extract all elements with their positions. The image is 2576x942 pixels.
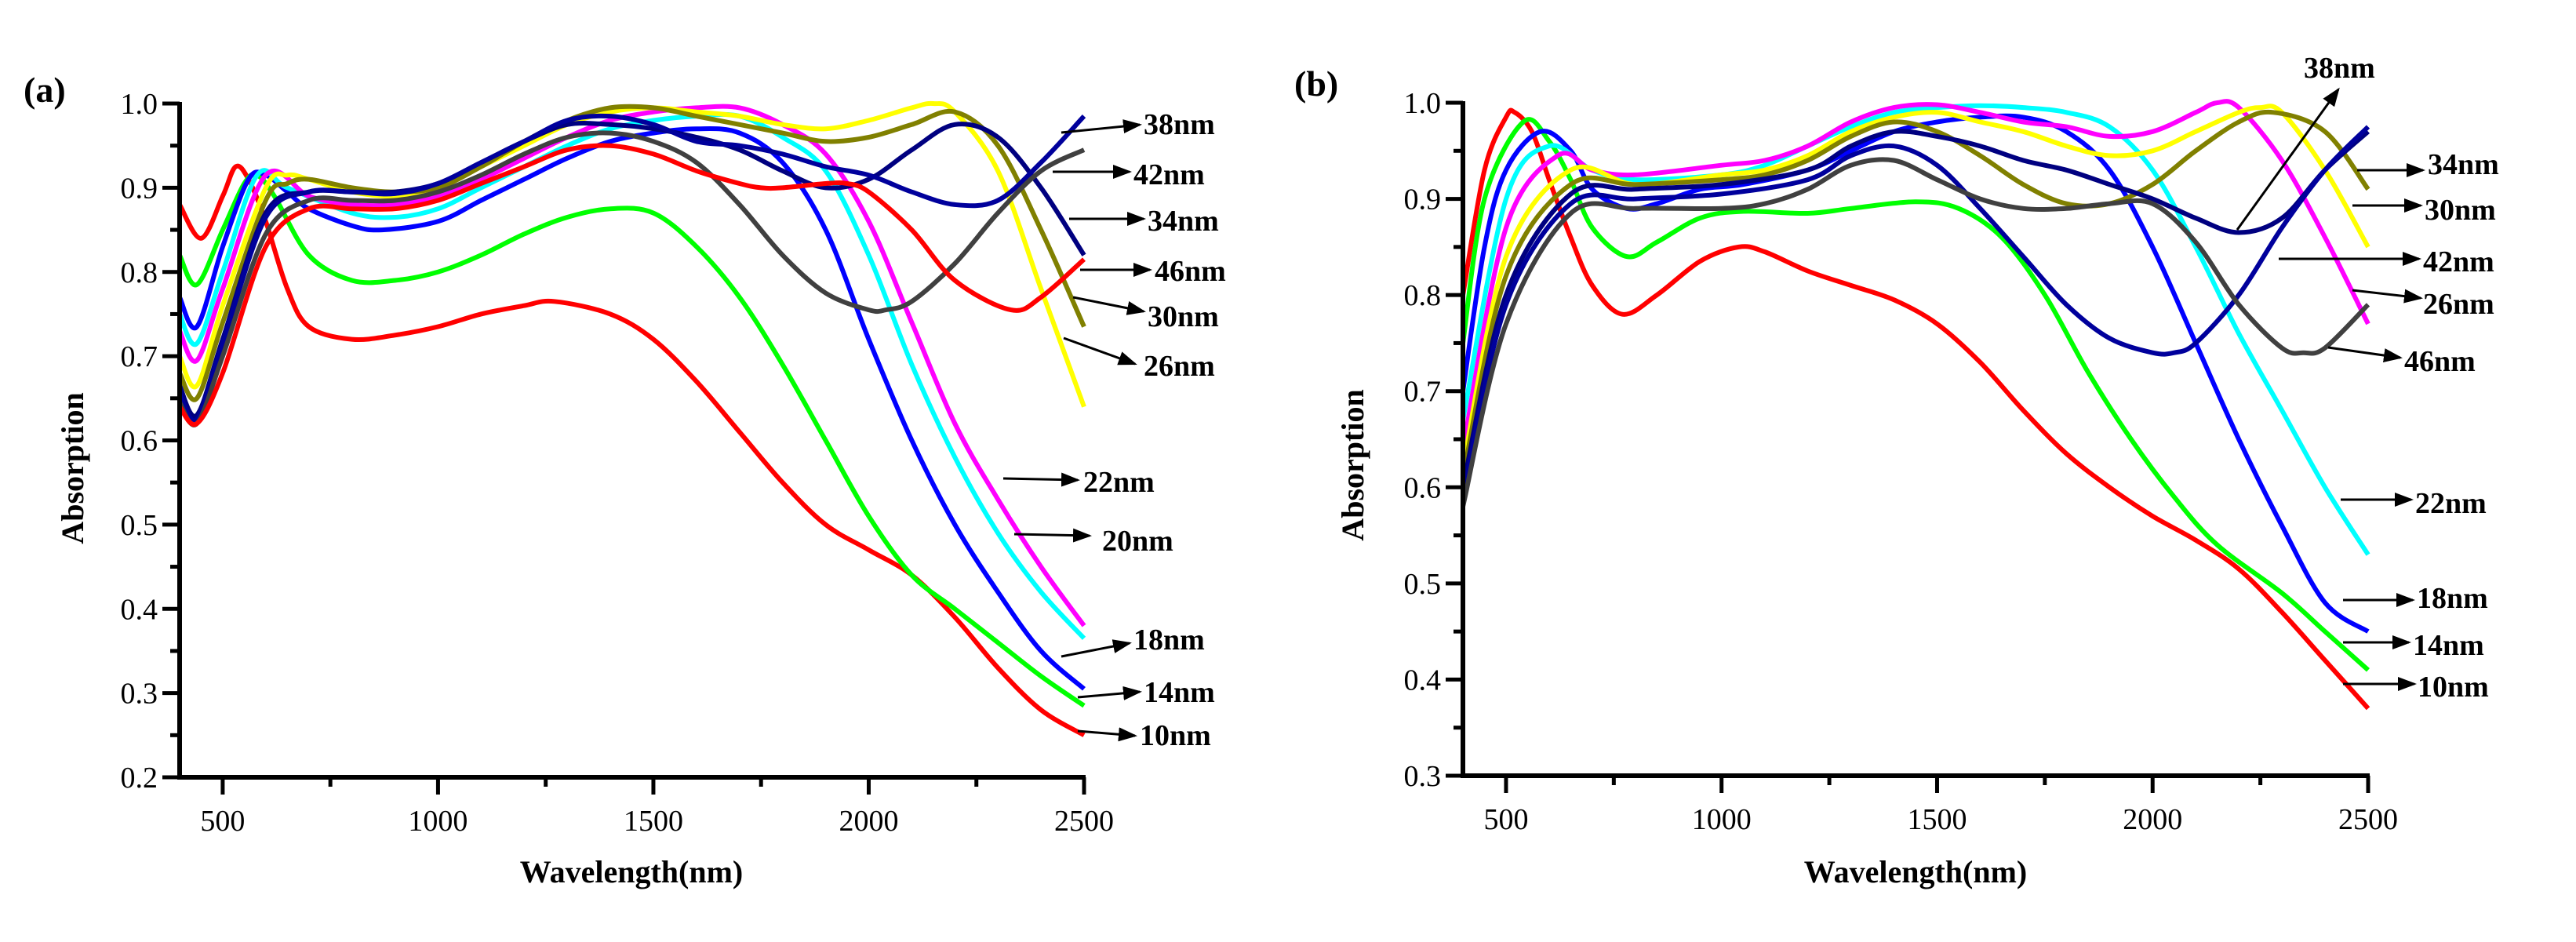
series-annotations: 10nm 14nm 18nm 20nm 22nm 26nm 30nm 34nm 38nm 42nm… [1002, 108, 1226, 752]
series-label-30nm: 30nm [1148, 300, 1219, 333]
axes: 500 1000 1500 2000 2500 0.3 0.4 0.5 0.6 0.7 0.8 0.9… [1404, 87, 2399, 836]
series-line-26nm [1461, 99, 2370, 449]
panel-label: (a) [24, 70, 66, 110]
x-tick-label: 1500 [1907, 803, 1967, 836]
series-label-22nm: 22nm [1083, 466, 1155, 499]
series-label-38nm: 38nm [1144, 108, 1215, 141]
annotation-arrow-26nm [2352, 289, 2423, 304]
annotation-arrow-30nm [1072, 296, 1146, 315]
series-label-14nm: 14nm [2413, 629, 2484, 662]
series-label-46nm: 46nm [2404, 345, 2476, 378]
annotation-arrow-10nm [1077, 727, 1137, 742]
series-line-10nm [177, 163, 1086, 737]
x-axis-title: Wavelength(nm) [1804, 854, 2027, 889]
y-tick-label: 0.5 [121, 509, 158, 542]
annotation-arrow-26nm [1063, 336, 1137, 366]
series-line-46nm [1461, 157, 2370, 507]
y-tick-label: 0.9 [121, 172, 158, 205]
annotation-arrow-22nm [1002, 472, 1080, 487]
plot-area [177, 100, 1086, 737]
y-tick-label: 1.0 [1404, 87, 1442, 120]
series-label-42nm: 42nm [1133, 158, 1205, 191]
series-label-26nm: 26nm [1144, 350, 1215, 383]
x-tick-label: 1000 [1692, 803, 1752, 836]
y-tick-label: 0.8 [1404, 279, 1442, 312]
y-tick-label: 0.6 [1404, 471, 1442, 504]
series-label-46nm: 46nm [1155, 255, 1226, 288]
series-line-10nm [1461, 107, 2370, 711]
y-tick-label: 0.9 [1404, 184, 1442, 216]
x-tick-label: 2500 [1054, 805, 1114, 838]
series-label-26nm: 26nm [2423, 288, 2494, 321]
series-label-18nm: 18nm [1133, 624, 1205, 656]
x-axis-title: Wavelength(nm) [520, 854, 743, 889]
y-tick-label: 0.5 [1404, 568, 1442, 601]
series-label-34nm: 34nm [2428, 148, 2499, 181]
y-tick-label: 0.4 [1404, 664, 1442, 696]
series-line-30nm [177, 104, 1086, 402]
panel-b: (b) Wavelength(nm) Absorption 500 1000 150… [1294, 52, 2499, 889]
x-tick-label: 1500 [624, 805, 683, 838]
series-line-42nm [177, 130, 1086, 427]
x-tick-label: 500 [200, 805, 245, 838]
y-tick-label: 0.7 [121, 340, 158, 373]
series-label-10nm: 10nm [1140, 719, 1211, 752]
panel-a: (a) Wavelength(nm) Absorption 500 1000 150… [24, 70, 1226, 889]
annotation-arrow-38nm [2236, 87, 2340, 231]
y-tick-label: 0.6 [121, 425, 158, 458]
series-label-18nm: 18nm [2417, 582, 2488, 615]
annotation-arrow-20nm [1013, 528, 1092, 543]
series-line-22nm [177, 104, 1086, 627]
y-axis-title: Absorption [1335, 389, 1370, 540]
series-line-38nm [1461, 129, 2370, 488]
series-label-34nm: 34nm [1148, 205, 1219, 238]
annotation-arrow-14nm [1077, 686, 1142, 700]
series-line-38nm [177, 113, 1086, 424]
x-tick-label: 500 [1483, 803, 1528, 836]
series-line-46nm [177, 143, 1086, 427]
plot-area [1461, 99, 2370, 711]
annotation-arrow-46nm [2327, 346, 2403, 362]
series-line-34nm [1461, 109, 2370, 478]
series-line-14nm [1461, 117, 2370, 672]
panel-label: (b) [1294, 64, 1338, 104]
y-tick-label: 0.8 [121, 256, 158, 289]
series-label-14nm: 14nm [1144, 676, 1215, 709]
y-axis-title: Absorption [55, 392, 90, 544]
y-tick-label: 0.3 [1404, 760, 1442, 793]
y-tick-label: 0.3 [121, 678, 158, 711]
annotation-arrow-38nm [1061, 119, 1142, 134]
series-line-30nm [1461, 104, 2370, 469]
series-label-38nm: 38nm [2304, 52, 2375, 85]
y-tick-label: 0.7 [1404, 376, 1442, 409]
x-tick-label: 2000 [839, 805, 898, 838]
y-tick-label: 1.0 [121, 88, 158, 121]
axes: 500 1000 1500 2000 2500 0.2 0.3 0.4 0.5 0.6 0.7 0.8… [121, 88, 1115, 838]
x-tick-label: 1000 [408, 805, 468, 838]
series-label-30nm: 30nm [2425, 194, 2496, 227]
x-tick-label: 2500 [2338, 803, 2398, 836]
series-label-20nm: 20nm [1102, 525, 1173, 558]
series-label-42nm: 42nm [2423, 246, 2494, 278]
x-tick-label: 2000 [2123, 803, 2182, 836]
y-tick-label: 0.2 [121, 762, 158, 795]
series-annotations: 10nm 14nm 18nm 22nm 26nm 30nm 34nm 38nm 42nm 46nm [2236, 52, 2499, 704]
y-tick-label: 0.4 [121, 593, 158, 626]
series-label-22nm: 22nm [2415, 487, 2487, 520]
series-label-10nm: 10nm [2418, 671, 2489, 704]
annotation-arrow-18nm [1061, 639, 1132, 658]
